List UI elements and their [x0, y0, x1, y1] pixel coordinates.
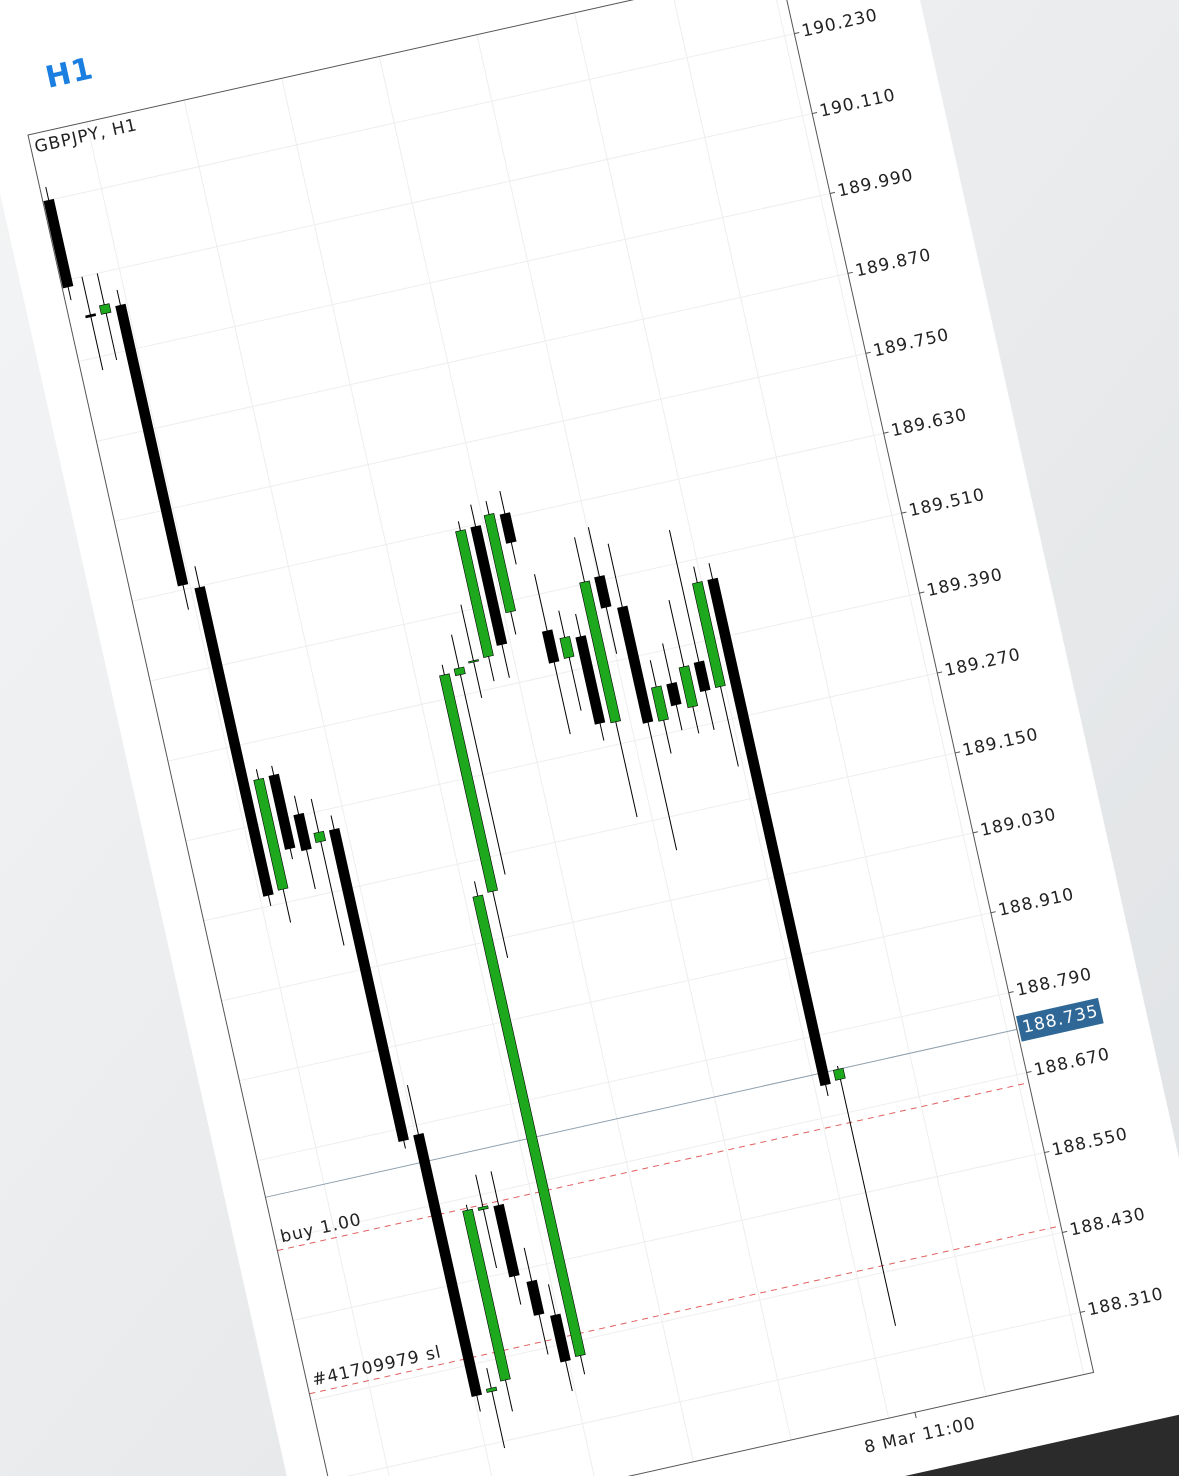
y-tick [1044, 1150, 1050, 1154]
y-tick [972, 831, 978, 834]
y-tick [865, 351, 871, 354]
nav-bar [316, 1402, 1179, 1476]
grid-line [78, 192, 831, 362]
last-price-line [265, 1028, 1018, 1198]
candle-body [832, 1067, 846, 1081]
grid-line [275, 1072, 1027, 1242]
candle-body [499, 512, 517, 544]
v-grid-line [378, 56, 694, 1462]
candle-body [541, 629, 560, 664]
grid-line [292, 1152, 1045, 1322]
candle-body [650, 685, 669, 722]
candle-body [413, 1133, 483, 1397]
v-grid-line [574, 12, 890, 1419]
y-tick [829, 191, 836, 194]
candle-wick [460, 604, 483, 699]
candle-body [99, 303, 112, 315]
y-tick [919, 591, 925, 594]
candle-body [462, 1208, 511, 1382]
grid-line [257, 992, 1009, 1162]
candle-wick [486, 1368, 506, 1449]
grid-line [167, 592, 920, 762]
v-grid-line [769, 0, 1085, 1375]
candle-body [678, 665, 699, 709]
candle-body [453, 666, 466, 677]
candle-body [328, 828, 409, 1142]
plot-frame [27, 0, 1095, 1476]
candle-body [470, 525, 508, 646]
y-tick [883, 431, 889, 434]
candle-body [483, 513, 516, 614]
grid-line [310, 1231, 1063, 1401]
candle-body [559, 635, 575, 659]
candle-body [575, 635, 606, 725]
grid-line [203, 752, 956, 922]
candle-wick [558, 610, 582, 711]
candle-body [253, 777, 289, 891]
candle-body [115, 303, 189, 587]
grid-line [149, 512, 902, 682]
order-line [309, 1225, 1061, 1395]
grid-line [60, 113, 813, 283]
v-grid-line [476, 34, 792, 1441]
y-tick [955, 751, 961, 754]
v-grid-line [671, 0, 987, 1397]
candle-wick [310, 798, 345, 946]
v-grid-line [281, 78, 597, 1476]
y-tick [1062, 1230, 1068, 1233]
candle-wick [475, 1174, 498, 1269]
y-tick [847, 271, 853, 274]
candle-wick [81, 276, 104, 371]
last-price-box [1016, 997, 1104, 1042]
candle-body [594, 575, 612, 609]
x-tick [914, 1412, 917, 1419]
candle-body [455, 529, 494, 658]
candle-body [477, 1205, 489, 1211]
y-tick [1026, 1071, 1032, 1074]
grid-line [185, 672, 938, 842]
y-tick [901, 511, 907, 514]
y-tick [990, 911, 996, 914]
candle-body [493, 1203, 520, 1278]
candle-wick [836, 1065, 897, 1326]
v-grid-line [86, 121, 402, 1476]
candle-body [293, 812, 312, 852]
y-tick [937, 671, 943, 674]
grid-line [96, 272, 849, 442]
candle-body [693, 660, 711, 693]
candle-body [439, 673, 499, 893]
candle-body [85, 313, 97, 319]
y-tick [794, 32, 800, 35]
y-tick [812, 111, 818, 115]
grid-line [221, 832, 974, 1002]
grid-line [239, 912, 991, 1082]
candle-body [43, 198, 74, 289]
candle-body [526, 1279, 545, 1316]
candle-body [692, 581, 726, 688]
candle-body [468, 659, 479, 664]
candle-body [268, 773, 296, 850]
candle-body [485, 1386, 498, 1393]
candle-wick [96, 273, 118, 361]
candle-wick [668, 529, 715, 731]
y-tick [1080, 1310, 1086, 1313]
candle-body [617, 605, 654, 724]
grid-line [328, 1311, 1081, 1476]
candle-body [472, 894, 586, 1358]
plot-area [42, 0, 1085, 1476]
candle-body [579, 580, 622, 724]
candle-body [666, 682, 682, 707]
candle-body [194, 586, 274, 897]
grid-line [42, 33, 795, 203]
candle-body [550, 1313, 571, 1363]
y-tick [1008, 991, 1014, 994]
candle-body [707, 577, 831, 1087]
grid-line [114, 352, 866, 522]
candle-body [313, 830, 327, 844]
